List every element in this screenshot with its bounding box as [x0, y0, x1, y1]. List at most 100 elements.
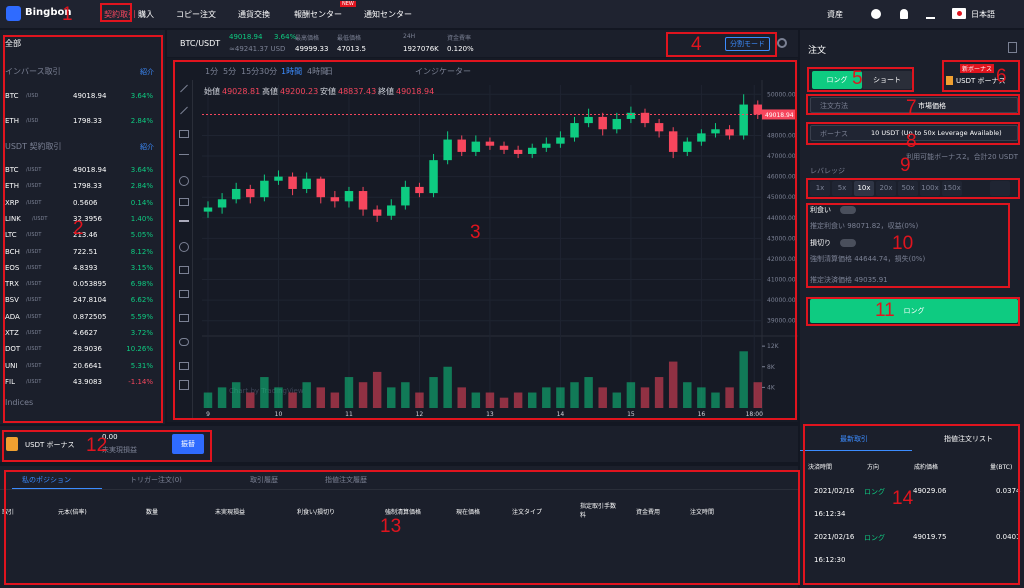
interval[interactable]: 5分 — [223, 67, 237, 76]
market-symbol[interactable]: UNI — [5, 361, 18, 370]
candle-body — [683, 141, 692, 152]
leverage-option[interactable]: 20x — [876, 181, 896, 196]
market-quote: /USDT — [26, 264, 42, 271]
candle-body — [485, 141, 495, 146]
market-symbol[interactable]: FIL — [5, 377, 15, 386]
market-quote: /USD — [26, 118, 39, 124]
leverage-option[interactable]: 5x — [832, 181, 852, 196]
market-symbol[interactable]: BCH — [5, 247, 20, 256]
candle-body — [654, 123, 664, 132]
usdt-intro[interactable]: 紹介 — [140, 143, 154, 151]
nav-item[interactable]: 報酬センター — [294, 10, 342, 19]
interval[interactable]: 1分 — [205, 67, 219, 76]
column-header: 数量 — [146, 509, 159, 516]
volume-bar — [203, 392, 213, 408]
trade-tab[interactable]: 指値注文リスト — [944, 435, 993, 443]
interval[interactable]: 4時間 — [307, 67, 329, 76]
market-symbol[interactable]: ETH — [5, 182, 19, 191]
market-symbol[interactable]: EOS — [5, 263, 20, 272]
pair[interactable]: BTC/USDT — [180, 39, 221, 48]
volume-bar — [612, 392, 622, 408]
indicators-button[interactable]: インジケーター — [415, 67, 471, 76]
download-icon[interactable] — [926, 10, 935, 19]
leverage-option[interactable]: 1x — [810, 181, 830, 196]
positions-panel: 私のポジション トリガー注文(0) 取引履歴 指値注文履歴 取引 元本(倍率) 数量 未実現… — [0, 466, 798, 588]
tool-icon[interactable] — [179, 314, 189, 322]
short-tab[interactable]: ショート — [862, 71, 912, 89]
trade-tab[interactable]: 最新取引 — [840, 435, 868, 443]
market-symbol[interactable]: BTC — [5, 92, 19, 100]
interval[interactable]: 1時間 — [281, 67, 303, 76]
tool-icon[interactable] — [179, 198, 189, 206]
tool-icon[interactable] — [179, 338, 189, 346]
bonus-field[interactable]: ボーナス 10 USDT (Up to 50x Leverage Availab… — [810, 125, 1018, 141]
tool-icon[interactable] — [179, 362, 189, 370]
settings-icon[interactable] — [777, 38, 787, 48]
stop-loss-toggle[interactable] — [840, 239, 856, 247]
market-symbol[interactable]: BTC — [5, 166, 19, 174]
position-tab[interactable]: トリガー注文(0) — [130, 476, 182, 484]
balance-account[interactable]: USDT ボーナス — [25, 441, 75, 449]
market-symbol[interactable]: LTC — [5, 231, 17, 240]
nav-item[interactable]: 通知センター — [364, 10, 412, 19]
long-submit[interactable]: ロング — [810, 299, 1018, 323]
transfer-button[interactable]: 振替 — [172, 434, 204, 454]
tool-icon[interactable] — [179, 220, 189, 222]
position-tab[interactable]: 私のポジション — [22, 476, 71, 484]
bonus-account[interactable]: USDT ボーナス — [956, 77, 1006, 85]
market-symbol[interactable]: ETH — [5, 117, 19, 125]
long-tab[interactable]: ロング — [812, 71, 862, 89]
tool-icon[interactable] — [179, 176, 189, 186]
annotation-box — [806, 203, 1010, 288]
candle-body — [753, 104, 762, 115]
market-symbol[interactable]: XTZ — [5, 329, 19, 337]
mode-button[interactable]: 分割モード — [725, 37, 770, 51]
market-filter[interactable]: 全部 — [5, 39, 21, 48]
trade-column: 方向 — [867, 464, 880, 471]
interval[interactable]: 30分 — [259, 67, 278, 76]
column-header: 現在価格 — [456, 509, 481, 516]
annotation-box — [942, 60, 1020, 92]
market-symbol[interactable]: BSV — [5, 296, 19, 305]
candlestick-chart: 50000.00 48000.00 47000.00 46000.00 45000.00… — [202, 80, 798, 418]
nav-item[interactable]: 契約取引 — [104, 10, 136, 19]
candle-body — [246, 188, 255, 198]
bell-icon[interactable] — [900, 9, 908, 19]
leverage-option[interactable]: 50x — [898, 181, 918, 196]
y-tick-label: 44000.00 — [767, 215, 796, 222]
leverage-option[interactable]: 150x — [942, 181, 962, 196]
method-field[interactable]: 注文方法 市場価格 — [810, 97, 1018, 113]
market-symbol[interactable]: LINK — [5, 214, 21, 223]
market-symbol[interactable]: DOT — [5, 345, 21, 354]
nav-item[interactable]: コピー注文 — [176, 10, 216, 19]
take-profit-toggle[interactable] — [840, 206, 856, 214]
logo-text[interactable]: Bingbon — [25, 7, 72, 18]
leverage-edit[interactable] — [990, 181, 1010, 196]
market-symbol[interactable]: TRX — [5, 280, 19, 289]
market-symbol[interactable]: XRP — [5, 198, 19, 207]
user-icon[interactable] — [871, 9, 881, 19]
calculator-icon[interactable] — [1008, 42, 1017, 53]
tool-icon[interactable] — [179, 130, 189, 138]
nav-item[interactable]: 購入 — [138, 10, 154, 19]
nav-item[interactable]: 通貨交換 — [238, 10, 270, 19]
leverage-option[interactable]: 10x — [854, 181, 874, 196]
tool-icon[interactable] — [179, 290, 189, 298]
candle-body — [217, 199, 227, 208]
market-symbol[interactable]: ADA — [5, 312, 20, 321]
x-tick-label: 18:00 — [746, 411, 763, 418]
tool-icon[interactable] — [179, 154, 189, 155]
leverage-option[interactable]: 100x — [920, 181, 940, 196]
volume-bar — [626, 382, 636, 408]
tool-icon[interactable] — [179, 266, 189, 274]
interval[interactable]: 15分 — [241, 67, 260, 76]
y-tick-label: 47000.00 — [767, 153, 796, 160]
tool-icon[interactable] — [179, 242, 189, 252]
interval[interactable]: 日 — [325, 67, 333, 76]
inverse-intro[interactable]: 紹介 — [140, 68, 154, 76]
tool-icon[interactable] — [179, 380, 189, 390]
position-tab[interactable]: 指値注文履歴 — [325, 476, 367, 484]
position-tab[interactable]: 取引履歴 — [250, 476, 278, 484]
assets-menu[interactable]: 資産 — [827, 10, 843, 19]
language-menu[interactable]: 日本語 — [971, 10, 995, 19]
